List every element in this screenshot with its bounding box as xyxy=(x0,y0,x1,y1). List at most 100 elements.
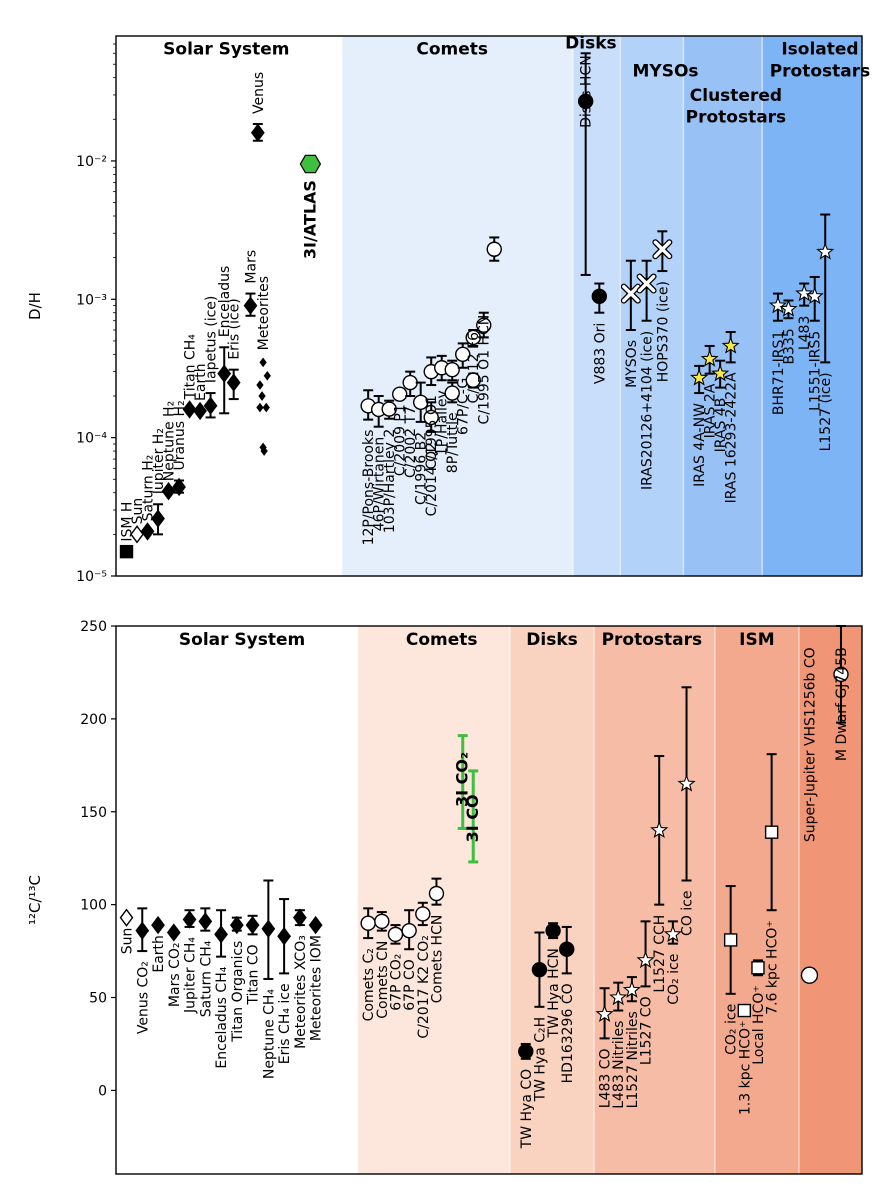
region-background xyxy=(594,626,715,1174)
point-label: MYSOs xyxy=(624,340,640,388)
data-point xyxy=(609,987,628,1006)
point-label: Meteorites XCO₃ xyxy=(293,935,309,1049)
region-background xyxy=(798,626,862,1174)
point-label: C/2002 T7 xyxy=(403,406,419,478)
data-point xyxy=(262,402,270,413)
plot-frame xyxy=(115,35,863,577)
data-point xyxy=(263,370,271,381)
point-label: 3I/ATLAS xyxy=(300,180,319,259)
data-point xyxy=(166,923,181,942)
point-label: Comets CN xyxy=(375,941,391,1019)
data-point xyxy=(751,961,765,975)
region-background xyxy=(714,626,799,1174)
point-label: Eris CH₄ ice xyxy=(277,983,293,1064)
data-point xyxy=(119,908,134,927)
point-label: C/2014 Q2 xyxy=(424,442,440,517)
point-label: ISM H xyxy=(120,502,136,542)
data-point xyxy=(229,915,244,935)
data-point xyxy=(531,961,548,978)
data-point xyxy=(700,349,719,367)
point-label: Sun xyxy=(130,498,146,525)
region-background xyxy=(116,626,358,1174)
point-label: TW Hya C₂H xyxy=(532,1017,548,1103)
data-point xyxy=(245,915,260,935)
data-point xyxy=(444,385,460,401)
point-label: 8P/Tuttle xyxy=(445,412,461,473)
region-background xyxy=(116,36,342,576)
data-point xyxy=(203,396,218,415)
region-label: Comets xyxy=(416,39,488,59)
point-label: Neptune H₂ xyxy=(162,401,178,481)
data-point xyxy=(182,910,197,929)
point-label: Iapetus (ice) xyxy=(204,296,220,383)
point-label: Super-Jupiter VHS1256b CO xyxy=(802,647,818,842)
point-label: Meteorites xyxy=(256,276,272,350)
point-label: L1527 (ice) xyxy=(818,372,834,451)
point-label: 3I CO₂ xyxy=(453,752,472,807)
region-label: Disks xyxy=(526,630,577,650)
cross-fill xyxy=(653,240,672,258)
y-tick-label: 100 xyxy=(80,898,107,914)
data-point xyxy=(444,361,460,378)
data-point xyxy=(161,482,176,501)
point-label: Jupiter H₂ xyxy=(151,428,167,495)
point-label: IRAS20126+4104 (ice) xyxy=(640,331,656,490)
region-label: Disks xyxy=(565,33,616,53)
region-label: Clustered xyxy=(690,86,782,106)
point-label: BHR71-IRS1 xyxy=(771,331,787,415)
point-label: B335 xyxy=(781,328,797,364)
point-label: TW Hya CO xyxy=(519,1069,535,1149)
data-point xyxy=(663,924,682,943)
region-background xyxy=(573,36,621,576)
data-point xyxy=(401,922,417,939)
point-label: Uranus H₂ xyxy=(172,400,188,470)
point-label: Disks HCN xyxy=(579,55,595,128)
point-label: Venus xyxy=(251,72,267,114)
data-point xyxy=(259,357,267,368)
point-label: 1.3 kpc HCO⁺ xyxy=(737,1021,753,1116)
data-point xyxy=(198,912,213,931)
y-tick-label: 10⁻⁴ xyxy=(76,431,107,447)
point-label: CO₂ ice xyxy=(666,954,682,1005)
data-point xyxy=(455,346,471,363)
data-point xyxy=(381,401,397,417)
data-point xyxy=(723,933,738,947)
data-point xyxy=(151,915,165,935)
point-label: L1527 Nitriles xyxy=(625,1011,641,1108)
data-point xyxy=(737,1003,752,1018)
data-point xyxy=(214,925,228,944)
region-label: ISM xyxy=(739,630,775,650)
data-point xyxy=(779,299,798,317)
data-point xyxy=(250,123,265,142)
point-label: IRAS 16293-2422A xyxy=(724,372,740,503)
data-point xyxy=(261,919,276,938)
data-point xyxy=(559,941,575,957)
point-label: Titan CH₄ xyxy=(183,334,199,401)
point-label: 103P/Hartley 2 xyxy=(382,429,398,533)
data-point xyxy=(711,364,730,382)
point-label: HOPS370 (ice) xyxy=(655,281,671,382)
data-point xyxy=(151,509,165,528)
point-label: Saturn CH₄ xyxy=(198,940,214,1017)
y-tick-label: 200 xyxy=(80,712,107,728)
data-point xyxy=(650,820,669,839)
y-tick-label: 10⁻³ xyxy=(76,292,107,308)
point-label: 1P/Halley xyxy=(435,390,451,456)
region-background xyxy=(683,36,763,576)
data-point xyxy=(591,288,608,305)
point-label: IRAS 4A-NW xyxy=(692,403,708,487)
y-tick-label: 50 xyxy=(89,991,107,1007)
y-tick-label: 150 xyxy=(80,805,107,821)
point-label: L483 CO xyxy=(598,1048,614,1108)
point-label: Mars xyxy=(243,250,259,284)
data-point xyxy=(805,286,824,305)
data-point xyxy=(518,1043,534,1060)
data-point xyxy=(721,336,740,354)
point-label: L1551-IRS5 xyxy=(808,331,824,411)
point-label: Mars CO₂ xyxy=(167,943,183,1008)
point-label: L1527 CO xyxy=(639,996,655,1065)
point-label: V883 Ori xyxy=(592,323,608,384)
y-tick-label: 10⁻⁵ xyxy=(76,569,107,585)
data-point xyxy=(833,666,849,682)
